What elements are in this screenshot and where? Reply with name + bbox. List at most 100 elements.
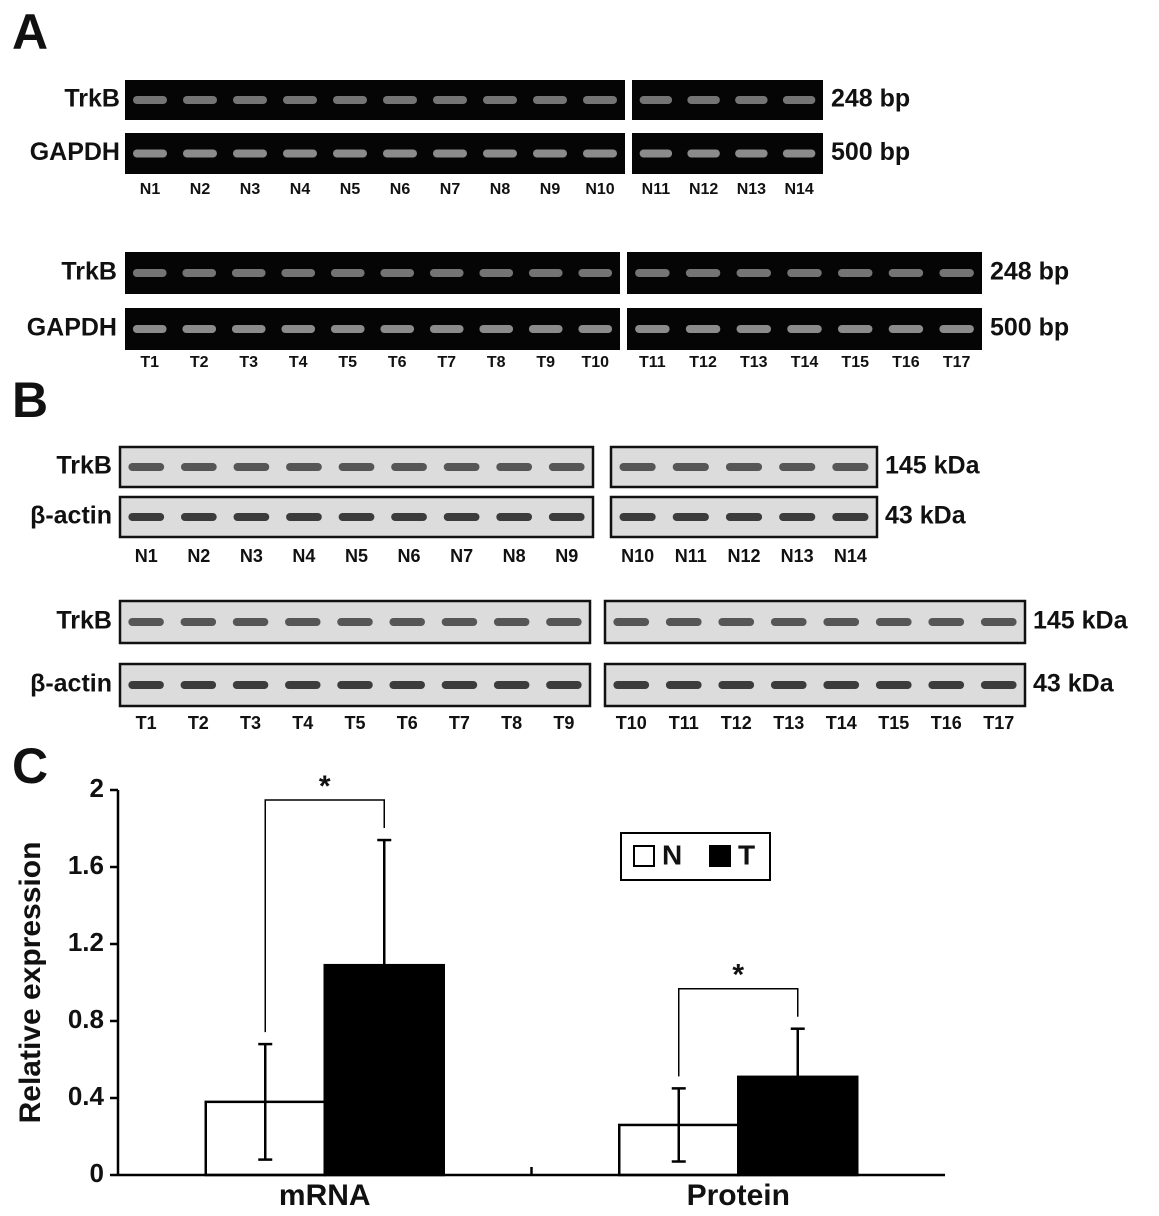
band bbox=[183, 96, 217, 104]
band bbox=[837, 325, 873, 333]
band bbox=[619, 513, 656, 521]
lane-label: T1 bbox=[140, 354, 159, 371]
band bbox=[383, 149, 417, 158]
lane-label: N6 bbox=[390, 181, 411, 198]
band bbox=[782, 149, 816, 158]
band bbox=[548, 463, 585, 471]
lane-label: T8 bbox=[487, 354, 506, 371]
band bbox=[672, 463, 709, 471]
error-bar bbox=[377, 838, 392, 1092]
lane-label: N5 bbox=[340, 181, 361, 198]
lane-label: N10 bbox=[585, 181, 614, 198]
band bbox=[672, 513, 709, 521]
size-label: 145 kDa bbox=[1033, 607, 1129, 635]
band bbox=[182, 269, 217, 277]
row-label: TrkB bbox=[64, 85, 120, 113]
band bbox=[479, 269, 514, 277]
band bbox=[233, 96, 267, 104]
lane-label: T13 bbox=[740, 354, 768, 371]
band bbox=[337, 618, 373, 626]
lane-label: N12 bbox=[727, 546, 760, 566]
band bbox=[718, 618, 755, 626]
band bbox=[613, 618, 650, 626]
band bbox=[639, 96, 673, 104]
size-label: 500 bp bbox=[990, 314, 1069, 342]
band bbox=[939, 269, 974, 277]
band bbox=[735, 149, 768, 158]
lane-label: N2 bbox=[190, 181, 211, 198]
band bbox=[980, 681, 1017, 689]
lane-label: T17 bbox=[943, 354, 971, 371]
band bbox=[233, 513, 270, 521]
lane-label: N2 bbox=[187, 546, 210, 566]
band bbox=[443, 513, 480, 521]
lane-label: T7 bbox=[449, 713, 470, 733]
y-tick-label: 1.2 bbox=[68, 927, 104, 957]
y-tick-label: 0.4 bbox=[68, 1081, 105, 1111]
band bbox=[823, 681, 860, 689]
band bbox=[687, 96, 720, 104]
band bbox=[635, 325, 670, 333]
significance-label: * bbox=[319, 770, 331, 803]
band bbox=[635, 269, 670, 277]
size-label: 145 kDa bbox=[885, 452, 981, 480]
legend-swatch bbox=[633, 845, 655, 867]
significance-label: * bbox=[732, 959, 744, 992]
y-tick-label: 2 bbox=[90, 773, 104, 803]
band bbox=[548, 513, 585, 521]
band bbox=[619, 463, 656, 471]
band bbox=[479, 325, 514, 333]
lane-label: T12 bbox=[721, 713, 752, 733]
legend-swatch bbox=[709, 845, 731, 867]
band bbox=[338, 513, 375, 521]
band bbox=[441, 618, 478, 626]
lane-label: T3 bbox=[240, 713, 261, 733]
band bbox=[832, 513, 869, 521]
size-label: 248 bp bbox=[990, 258, 1069, 286]
band bbox=[231, 269, 266, 277]
band bbox=[578, 269, 613, 277]
band bbox=[383, 96, 417, 104]
lane-label: N14 bbox=[784, 181, 813, 198]
band bbox=[939, 325, 974, 333]
band bbox=[180, 681, 217, 689]
row-label: TrkB bbox=[56, 452, 112, 480]
lane-label: T5 bbox=[338, 354, 357, 371]
band bbox=[128, 681, 164, 689]
band bbox=[665, 618, 702, 626]
lane-label: N8 bbox=[490, 181, 511, 198]
band bbox=[546, 681, 582, 689]
lane-label: N5 bbox=[345, 546, 368, 566]
band bbox=[578, 325, 613, 333]
error-bar bbox=[790, 1027, 805, 1127]
band bbox=[429, 325, 464, 333]
lane-label: N12 bbox=[689, 181, 718, 198]
band bbox=[128, 618, 164, 626]
band bbox=[687, 149, 720, 158]
band bbox=[639, 149, 673, 158]
band bbox=[389, 618, 425, 626]
lane-label: T14 bbox=[791, 354, 819, 371]
lane-label: N6 bbox=[398, 546, 421, 566]
band bbox=[613, 681, 650, 689]
lane-label: T5 bbox=[344, 713, 365, 733]
band bbox=[493, 681, 530, 689]
band bbox=[443, 463, 480, 471]
lane-label: T4 bbox=[289, 354, 308, 371]
band bbox=[132, 325, 167, 333]
band bbox=[180, 463, 217, 471]
band bbox=[233, 463, 270, 471]
lane-label: N7 bbox=[450, 546, 473, 566]
lane-label: N4 bbox=[292, 546, 315, 566]
row-label: β-actin bbox=[30, 502, 112, 530]
band bbox=[888, 269, 924, 277]
band bbox=[583, 96, 617, 104]
lane-label: T4 bbox=[292, 713, 313, 733]
significance-bracket bbox=[678, 987, 799, 1077]
band bbox=[685, 325, 721, 333]
band bbox=[128, 513, 165, 521]
band bbox=[337, 681, 373, 689]
lane-label: N13 bbox=[737, 181, 766, 198]
lane-label: T10 bbox=[616, 713, 647, 733]
band bbox=[779, 513, 816, 521]
